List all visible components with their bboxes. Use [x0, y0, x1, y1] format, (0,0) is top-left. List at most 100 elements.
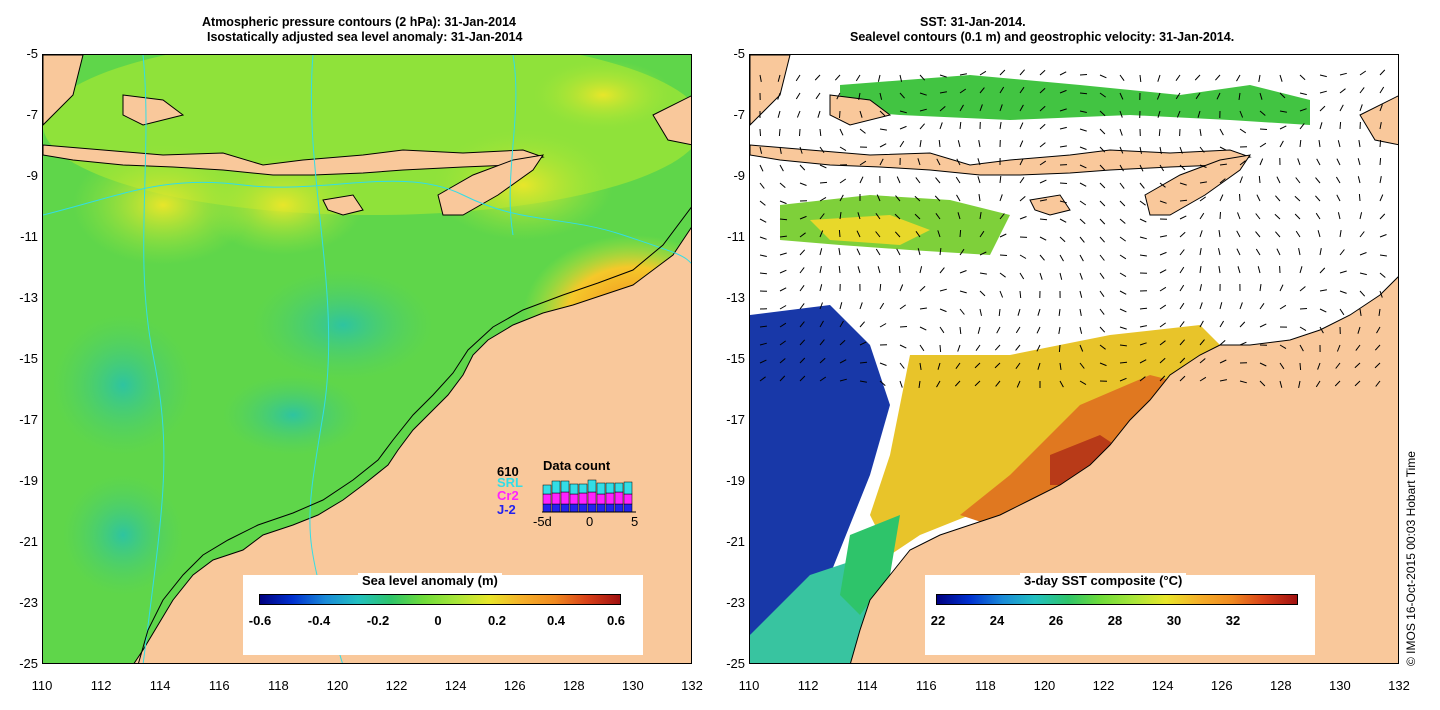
- velocity-arrow: [799, 249, 806, 256]
- velocity-arrow: [1259, 323, 1267, 328]
- left-lon-tick: 112: [90, 678, 112, 693]
- velocity-arrow: [839, 146, 847, 152]
- velocity-arrow: [898, 265, 901, 274]
- velocity-arrow: [1079, 362, 1085, 369]
- velocity-arrow: [1337, 140, 1341, 148]
- velocity-arrow: [1275, 195, 1281, 202]
- velocity-arrow: [879, 158, 884, 166]
- velocity-arrow: [759, 342, 767, 346]
- data-count-title: Data count: [543, 458, 611, 473]
- data-count-bar: [587, 491, 597, 505]
- velocity-arrow: [1199, 212, 1205, 220]
- sla-colorbar: [259, 594, 621, 605]
- velocity-arrow: [1336, 194, 1341, 202]
- velocity-arrow: [859, 110, 863, 118]
- velocity-arrow: [1099, 74, 1107, 79]
- velocity-arrow: [915, 231, 921, 238]
- velocity-arrow: [1294, 213, 1301, 220]
- velocity-arrow: [1199, 302, 1203, 310]
- velocity-arrow: [1379, 290, 1383, 298]
- velocity-arrow: [838, 265, 841, 274]
- velocity-arrow: [1379, 234, 1387, 238]
- velocity-arrow: [1219, 146, 1227, 151]
- velocity-arrow: [1199, 284, 1202, 292]
- sst-tick-4: 30: [1166, 613, 1182, 628]
- anomaly-low-2: [53, 315, 193, 455]
- velocity-arrow: [1215, 74, 1221, 81]
- velocity-arrow: [1219, 359, 1227, 364]
- velocity-arrow: [759, 164, 764, 172]
- velocity-arrow: [799, 215, 807, 220]
- velocity-arrow: [999, 254, 1008, 256]
- velocity-arrow: [994, 344, 1001, 351]
- velocity-arrow: [894, 213, 901, 220]
- velocity-arrow: [1237, 266, 1241, 274]
- imos-footer: © IMOS 16-Oct-2015 00:03 Hobart Time: [1404, 451, 1418, 666]
- data-count-bar: [542, 484, 552, 495]
- velocity-arrow: [1179, 321, 1185, 328]
- velocity-arrow: [1159, 235, 1167, 238]
- mission-j2: J-2: [497, 502, 516, 517]
- velocity-arrow: [1119, 92, 1124, 100]
- velocity-arrow: [759, 359, 767, 364]
- velocity-arrow: [1279, 380, 1283, 388]
- data-count-bar: [623, 493, 633, 505]
- velocity-arrow: [1379, 86, 1385, 94]
- velocity-arrow: [1315, 177, 1321, 184]
- velocity-arrow: [1239, 380, 1247, 384]
- velocity-arrow: [759, 128, 761, 137]
- velocity-arrow: [919, 344, 925, 352]
- velocity-arrow: [939, 308, 947, 313]
- velocity-arrow: [1119, 272, 1127, 278]
- velocity-arrow: [1099, 254, 1105, 261]
- sst-map[interactable]: [749, 54, 1399, 664]
- data-count-bar: [551, 480, 561, 494]
- velocity-arrow: [1179, 375, 1186, 382]
- sea-level-anomaly-map[interactable]: [42, 54, 692, 664]
- sla-tick-3: 0: [434, 613, 442, 628]
- velocity-arrow: [1039, 218, 1048, 221]
- velocity-arrow: [1279, 304, 1287, 310]
- velocity-arrow: [859, 361, 868, 364]
- velocity-arrow: [1119, 290, 1127, 295]
- velocity-arrow: [1179, 339, 1185, 346]
- velocity-arrow: [1339, 249, 1345, 256]
- velocity-arrow: [919, 307, 927, 310]
- sst-warm-patch: [810, 215, 930, 245]
- velocity-arrow: [779, 287, 787, 292]
- velocity-arrow: [1218, 230, 1221, 238]
- colorbar-background: [243, 575, 643, 655]
- right-title-line2: Sealevel contours (0.1 m) and geostrophi…: [850, 30, 1235, 44]
- velocity-arrow: [1275, 231, 1281, 238]
- velocity-arrow: [879, 128, 887, 131]
- velocity-arrow: [1379, 254, 1387, 257]
- velocity-arrow: [1099, 146, 1106, 153]
- velocity-arrow: [1299, 308, 1308, 310]
- velocity-arrow: [1119, 128, 1123, 136]
- velocity-arrow: [1157, 110, 1161, 118]
- velocity-arrow: [1159, 322, 1166, 328]
- velocity-arrow: [1259, 128, 1268, 130]
- velocity-arrow: [1359, 70, 1367, 76]
- velocity-arrow: [914, 213, 921, 220]
- velocity-arrow: [1219, 128, 1224, 136]
- velocity-arrow: [1157, 74, 1161, 82]
- sst-north-band: [840, 75, 1310, 125]
- velocity-arrow: [839, 128, 844, 136]
- velocity-arrow: [1158, 128, 1161, 137]
- velocity-arrow: [956, 194, 961, 202]
- velocity-arrow: [779, 218, 788, 221]
- velocity-arrow: [974, 362, 981, 369]
- velocity-arrow: [839, 110, 841, 119]
- pressure-contour-4: [509, 55, 517, 236]
- velocity-arrow: [979, 308, 982, 316]
- velocity-arrow: [1099, 236, 1105, 243]
- velocity-arrow: [974, 380, 981, 387]
- velocity-arrow: [1179, 284, 1185, 292]
- timor-island: [437, 154, 545, 216]
- velocity-arrow: [899, 362, 905, 369]
- velocity-arrow: [1354, 362, 1361, 369]
- left-lon-tick: 122: [385, 678, 408, 693]
- dc-xtick-2: 5: [631, 514, 639, 529]
- velocity-arrow: [799, 128, 801, 137]
